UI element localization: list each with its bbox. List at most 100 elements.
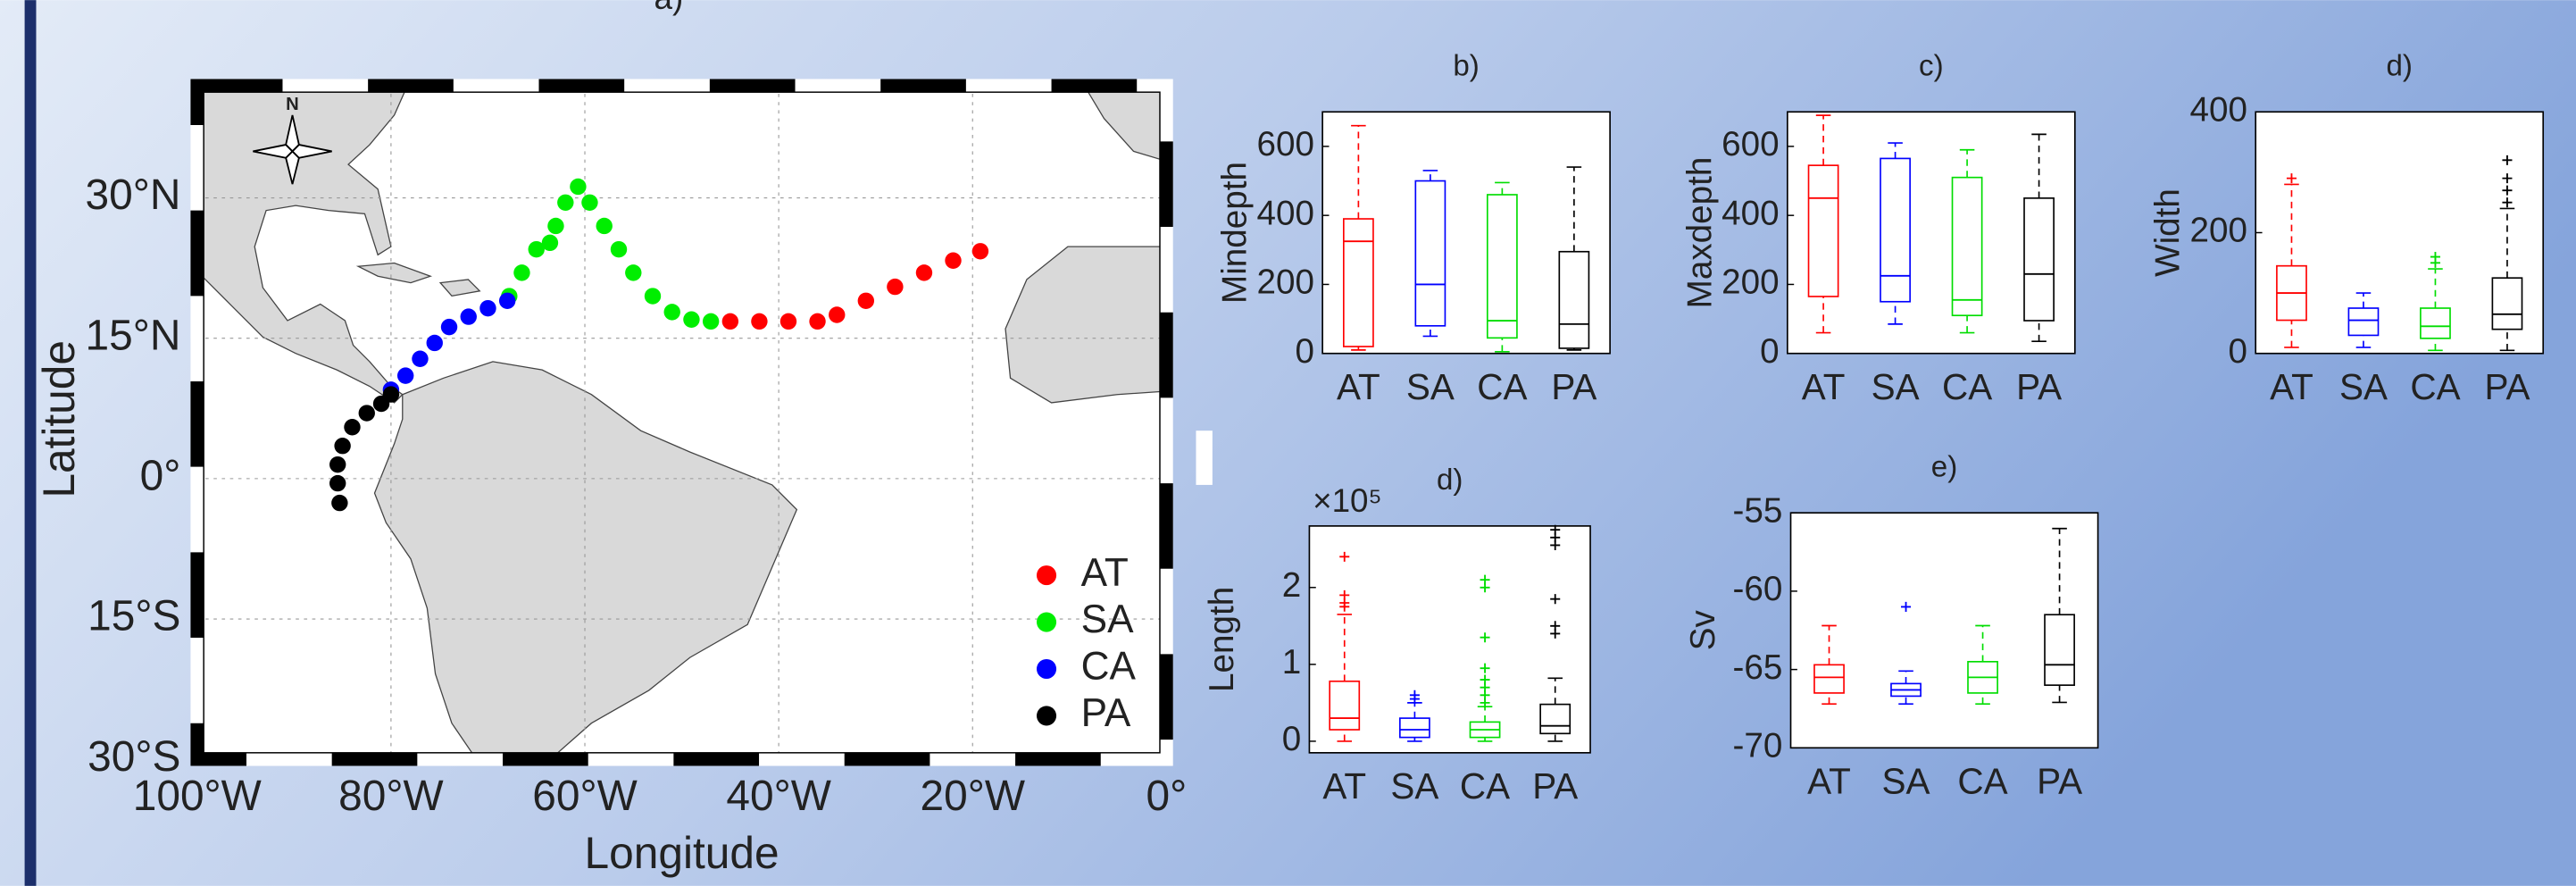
plot-area (1787, 112, 2075, 354)
y-tick-label: 400 (1256, 194, 1313, 232)
y-tick-label: -55 (1732, 491, 1782, 530)
outlier (1480, 574, 1490, 585)
track-point (625, 264, 642, 281)
chart-title: e) (1931, 450, 1957, 483)
x-tick-label: 20°W (921, 773, 1025, 820)
x-tick-label: AT (1807, 760, 1851, 801)
x-tick-label: PA (2484, 366, 2530, 407)
box (2044, 614, 2075, 686)
box (2420, 307, 2451, 339)
track-point (779, 313, 797, 330)
box (1807, 164, 1839, 297)
box (1880, 157, 1911, 303)
legend-marker (1036, 565, 1057, 586)
outlier (1339, 589, 1350, 600)
y-tick-label: 15°S (88, 593, 180, 640)
track-point (644, 288, 662, 305)
plot-frame (1789, 512, 2099, 749)
box (2491, 277, 2523, 330)
track-point (358, 405, 375, 422)
outlier (1550, 594, 1561, 605)
track-point (702, 313, 720, 330)
track-point (460, 308, 477, 325)
outlier (1480, 632, 1490, 643)
track-point (412, 350, 429, 367)
legend-marker (1036, 658, 1057, 680)
outlier (2502, 185, 2513, 196)
track-point (751, 313, 768, 330)
y-tick-label: 400 (1722, 194, 1779, 232)
x-tick-label: SA (2339, 366, 2388, 407)
x-tick-label: AT (2270, 366, 2313, 407)
box (1951, 176, 1983, 317)
track-point (513, 264, 530, 281)
y-axis-label: Length (1203, 587, 1241, 692)
marker-block (1196, 430, 1213, 485)
y-tick-label: 30°N (86, 171, 181, 219)
plot-area (1790, 513, 2098, 748)
track-point (915, 264, 933, 281)
chart-title: b) (1453, 49, 1479, 82)
y-tick-label: 600 (1722, 125, 1779, 163)
y-tick-label: 0 (1282, 720, 1301, 758)
x-tick-label: AT (1802, 366, 1846, 407)
cuba (355, 262, 433, 284)
x-tick-label: AT (1322, 765, 1366, 807)
track-point (329, 474, 346, 492)
outlier (2502, 197, 2513, 208)
box (1558, 250, 1590, 349)
x-tick-label: 0° (1146, 773, 1187, 820)
y-tick-label: 30°S (88, 733, 180, 781)
plot-frame (2255, 111, 2545, 355)
y-tick-label: 400 (2190, 90, 2247, 129)
plot-frame (1321, 111, 1611, 355)
box (1486, 194, 1518, 339)
y-tick-label: 0 (1760, 332, 1779, 371)
legend-label: AT (1081, 551, 1129, 595)
box (1813, 664, 1845, 694)
track-point (547, 217, 564, 235)
x-tick-label: CA (1477, 366, 1527, 407)
plot-area (2255, 112, 2544, 354)
y-tick-label: 0 (1295, 332, 1313, 371)
outlier (1480, 663, 1490, 673)
legend-label: SA (1081, 598, 1134, 641)
legend-marker (1036, 612, 1057, 632)
track-point (331, 494, 348, 512)
y-tick-label: 2 (1282, 566, 1301, 605)
outlier (2430, 252, 2440, 263)
y-axis-label: Maxdepth (1680, 157, 1719, 309)
x-tick-label: 80°W (338, 773, 443, 820)
outlier (2286, 173, 2297, 184)
outlier (1339, 551, 1350, 562)
track-point (809, 313, 826, 330)
south-america (373, 361, 798, 760)
chart-title: c) (1919, 49, 1944, 82)
y-axis-label: Width (2149, 188, 2188, 277)
track-point (857, 292, 875, 309)
x-tick-label: PA (2037, 760, 2082, 801)
plot-area (1322, 112, 1611, 354)
x-tick-label: SA (1390, 765, 1438, 807)
y-tick-label: 1 (1282, 643, 1301, 681)
x-tick-label: SA (1406, 366, 1455, 407)
track-point (663, 304, 680, 321)
x-tick-label: PA (1551, 366, 1596, 407)
track-point (610, 240, 628, 258)
plot-frame (1787, 111, 2076, 355)
track-point (721, 313, 739, 330)
track-point (498, 292, 516, 309)
box (2347, 307, 2380, 337)
x-tick-label: CA (1460, 765, 1510, 807)
outlier (2502, 173, 2513, 184)
x-tick-label: PA (2016, 366, 2062, 407)
x-tick-label: 100°W (133, 773, 262, 820)
x-tick-label: 40°W (726, 773, 830, 820)
compass-arm (291, 144, 332, 159)
track-point (829, 306, 846, 323)
outlier (1409, 690, 1420, 700)
chart-title: a) (654, 0, 683, 16)
x-axis-label: Longitude (584, 828, 779, 878)
track-point (541, 234, 559, 252)
